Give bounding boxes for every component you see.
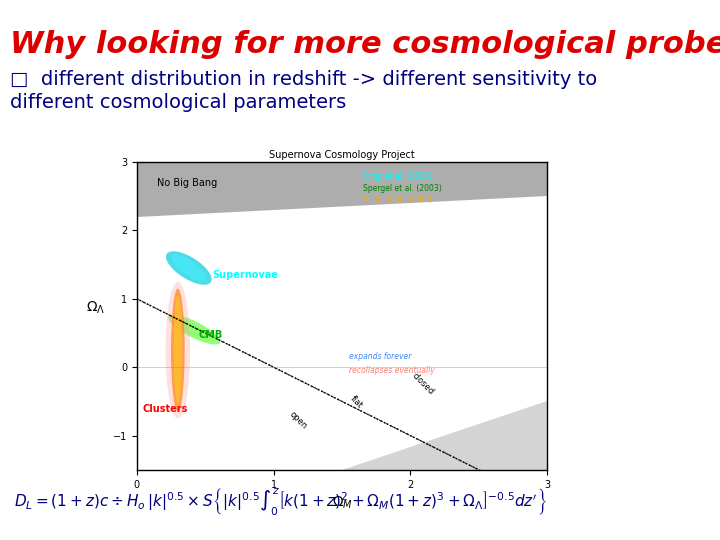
Text: expands forever: expands forever — [349, 352, 411, 361]
Text: flat: flat — [349, 394, 365, 410]
Text: CMB: CMB — [199, 330, 222, 341]
Text: No Big Bang: No Big Bang — [158, 178, 217, 188]
Title: Supernova Cosmology Project: Supernova Cosmology Project — [269, 150, 415, 160]
Ellipse shape — [166, 282, 190, 418]
Polygon shape — [137, 162, 547, 217]
Polygon shape — [342, 401, 547, 470]
Text: recollapses eventually: recollapses eventually — [349, 366, 435, 375]
Ellipse shape — [171, 288, 185, 411]
Text: Spergel et al. (2003): Spergel et al. (2003) — [362, 184, 441, 193]
Text: open: open — [287, 409, 309, 431]
Text: Why looking for more cosmological probes ?: Why looking for more cosmological probes… — [10, 30, 720, 59]
Ellipse shape — [168, 315, 220, 345]
Text: Allen et al. (2002): Allen et al. (2002) — [362, 195, 431, 204]
Ellipse shape — [166, 251, 212, 285]
Text: Clusters: Clusters — [143, 404, 188, 414]
Text: Supernovae: Supernovae — [212, 271, 278, 280]
Text: Knop et al. (2003): Knop et al. (2003) — [362, 172, 431, 181]
Text: closed: closed — [410, 371, 436, 396]
Ellipse shape — [171, 254, 206, 281]
Ellipse shape — [174, 295, 182, 405]
Ellipse shape — [174, 318, 215, 342]
Text: $D_L = (1+z)c \div H_o\,|k|^{0.5} \times S\left\{|k|^{0.5}\int_0^z\left[k(1+z)^2: $D_L = (1+z)c \div H_o\,|k|^{0.5} \times… — [14, 487, 547, 518]
X-axis label: $\Omega_M$: $\Omega_M$ — [331, 495, 353, 511]
Y-axis label: $\Omega_\Lambda$: $\Omega_\Lambda$ — [86, 300, 106, 316]
Text: different cosmological parameters: different cosmological parameters — [10, 93, 346, 112]
Text: □  different distribution in redshift -> different sensitivity to: □ different distribution in redshift -> … — [10, 70, 598, 89]
